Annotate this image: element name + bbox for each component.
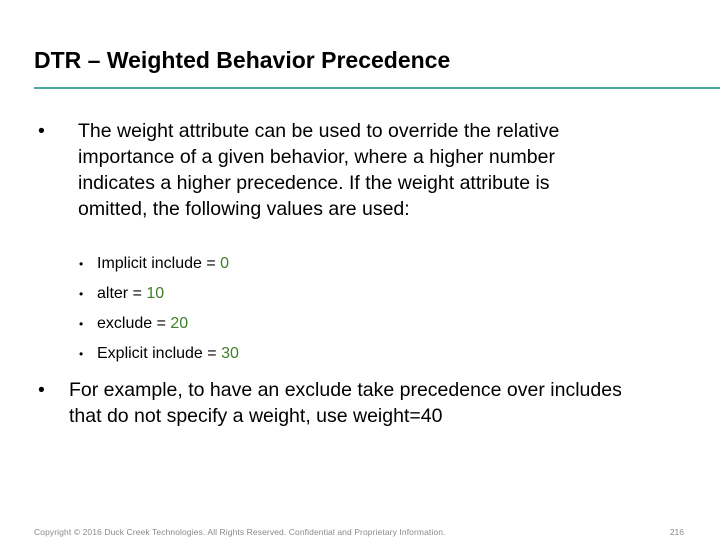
weight-value: 20 (170, 315, 189, 332)
sub-bullet-icon: • (79, 287, 84, 301)
sub-bullet-text: exclude = 20 (97, 313, 188, 335)
bullet-line: that do not specify a weight, use weight… (69, 405, 443, 427)
sub-bullet-icon: • (79, 317, 84, 331)
bullet-line: The weight attribute can be used to over… (78, 120, 560, 142)
bullet-icon: • (38, 379, 45, 401)
sub-bullet-label: exclude = (97, 315, 171, 332)
sub-bullet-icon: • (79, 257, 84, 271)
weight-value: 10 (146, 285, 165, 302)
sub-bullet-icon: • (79, 347, 84, 361)
title-divider (34, 87, 720, 89)
bullet-text: For example, to have an exclude take pre… (69, 377, 622, 429)
sub-bullet-label: alter = (97, 285, 147, 302)
bullet-icon: • (38, 120, 45, 142)
copyright-footer: Copyright © 2016 Duck Creek Technologies… (34, 527, 446, 537)
bullet-line: indicates a higher precedence. If the we… (78, 172, 550, 194)
page-number: 216 (669, 527, 684, 537)
sub-bullet-text: alter = 10 (97, 283, 164, 305)
weight-value: 0 (220, 255, 230, 272)
weight-value: 30 (221, 345, 239, 362)
sub-bullet-text: Explicit include = 30 (97, 343, 239, 365)
bullet-line: importance of a given behavior, where a … (78, 146, 555, 168)
sub-bullet-label: Explicit include = (97, 345, 222, 362)
bullet-line: omitted, the following values are used: (78, 198, 410, 220)
slide-title: DTR – Weighted Behavior Precedence (34, 47, 451, 73)
sub-bullet-text: Implicit include = 0 (97, 253, 229, 275)
bullet-text: The weight attribute can be used to over… (78, 118, 559, 222)
sub-bullet-label: Implicit include = (97, 255, 221, 272)
bullet-line: For example, to have an exclude take pre… (69, 379, 622, 401)
